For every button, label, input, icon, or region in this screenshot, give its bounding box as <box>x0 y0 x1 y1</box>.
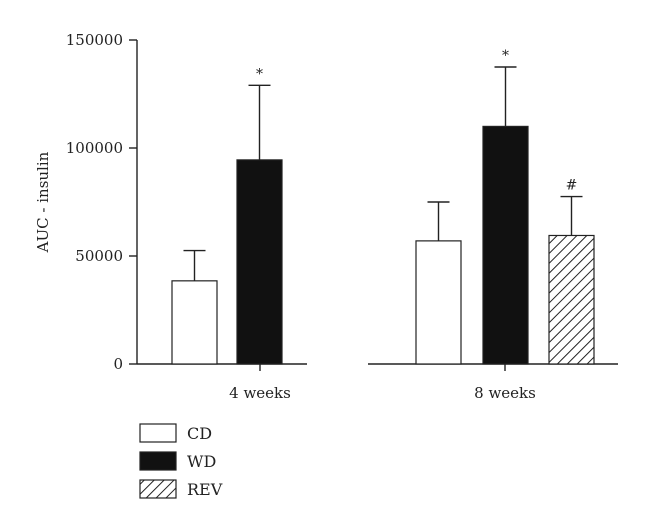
bar-cd <box>415 240 462 365</box>
y-tick-label: 150000 <box>66 31 123 49</box>
y-axis-title: AUC - insulin <box>34 151 52 253</box>
x-category-label: 8 weeks <box>474 384 536 402</box>
y-tick-label: 100000 <box>66 139 123 157</box>
legend-label-cd: CD <box>187 424 212 443</box>
x-axis: 4 weeks 8 weeks <box>137 363 618 402</box>
bar-wd <box>482 125 529 365</box>
bar-cd <box>171 280 218 365</box>
significance-mark: # <box>566 178 578 194</box>
legend: CD WD REV <box>139 423 223 499</box>
x-category-label: 4 weeks <box>229 384 291 402</box>
legend-swatch-wd <box>139 451 177 471</box>
legend-label-rev: REV <box>187 480 223 499</box>
bars-layer: * * # <box>171 48 595 365</box>
y-tick-label: 50000 <box>75 247 123 265</box>
significance-mark: * <box>502 48 509 64</box>
bar-wd <box>236 159 283 365</box>
y-axis: 0 50000 100000 150000 <box>66 31 138 373</box>
significance-mark: * <box>256 66 263 82</box>
bar-rev <box>548 234 595 365</box>
legend-label-wd: WD <box>187 452 216 471</box>
y-tick-label: 0 <box>113 355 123 373</box>
legend-swatch-cd <box>139 423 177 443</box>
legend-swatch-rev <box>139 479 177 499</box>
